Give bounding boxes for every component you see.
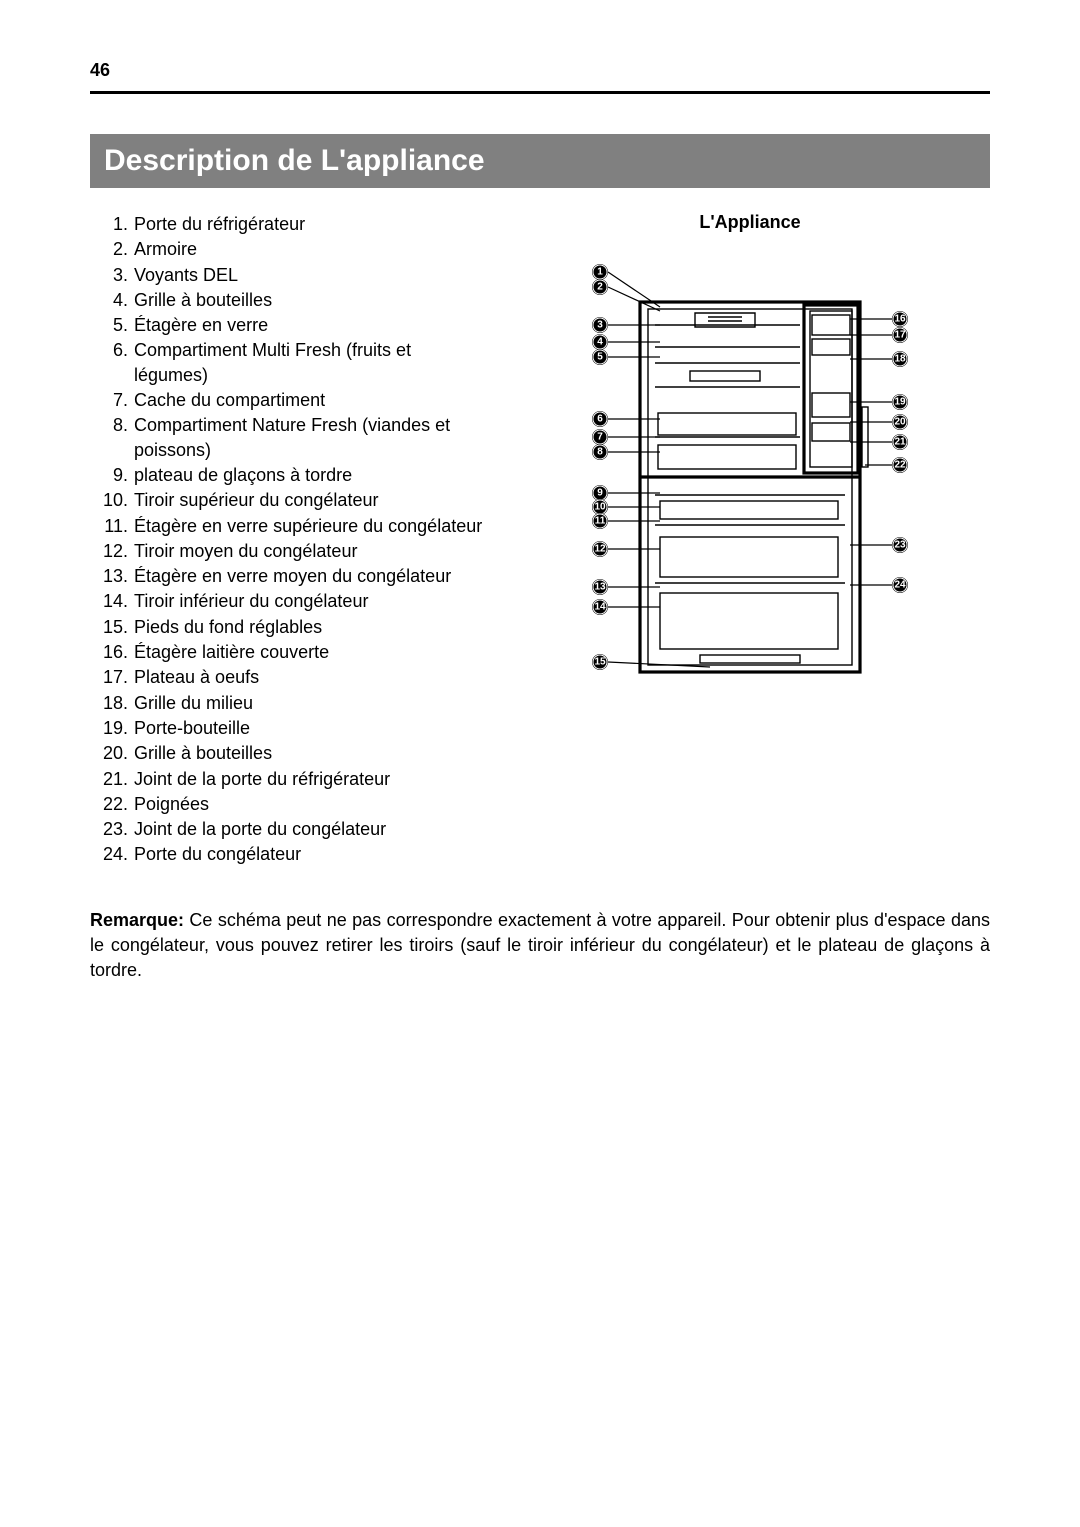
parts-list-item: Tiroir supérieur du congélateur — [98, 488, 490, 512]
svg-text:8: 8 — [597, 447, 603, 458]
svg-text:6: 6 — [597, 414, 603, 425]
parts-list-item: Armoire — [98, 237, 490, 261]
svg-text:10: 10 — [594, 502, 606, 513]
svg-text:22: 22 — [894, 460, 906, 471]
parts-list-item: plateau de glaçons à tordre — [98, 463, 490, 487]
note-text: Ce schéma peut ne pas correspondre exact… — [90, 910, 990, 980]
parts-list-item: Étagère en verre — [98, 313, 490, 337]
parts-list-item: Compartiment Multi Fresh (fruits et légu… — [98, 338, 490, 387]
svg-text:23: 23 — [894, 540, 906, 551]
parts-list-item: Grille du milieu — [98, 691, 490, 715]
parts-list-item: Porte du congélateur — [98, 842, 490, 866]
parts-list-item: Pieds du fond réglables — [98, 615, 490, 639]
svg-text:1: 1 — [597, 267, 603, 278]
parts-list-item: Cache du compartiment — [98, 388, 490, 412]
note-paragraph: Remarque: Ce schéma peut ne pas correspo… — [90, 908, 990, 984]
parts-list-item: Tiroir inférieur du congélateur — [98, 589, 490, 613]
svg-text:2: 2 — [597, 282, 603, 293]
svg-text:18: 18 — [894, 354, 906, 365]
section-title: Description de L'appliance — [90, 134, 990, 188]
svg-text:7: 7 — [597, 432, 603, 443]
svg-text:24: 24 — [894, 580, 906, 591]
svg-text:11: 11 — [595, 516, 606, 527]
svg-text:4: 4 — [597, 337, 603, 348]
svg-text:14: 14 — [594, 602, 606, 613]
svg-text:20: 20 — [894, 417, 906, 428]
svg-text:21: 21 — [894, 437, 906, 448]
parts-list-item: Joint de la porte du congélateur — [98, 817, 490, 841]
parts-list-item: Voyants DEL — [98, 263, 490, 287]
svg-text:12: 12 — [594, 544, 606, 555]
svg-text:19: 19 — [894, 397, 906, 408]
parts-list-item: Étagère en verre moyen du congélateur — [98, 564, 490, 588]
svg-text:3: 3 — [597, 320, 603, 331]
parts-list-item: Porte-bouteille — [98, 716, 490, 740]
svg-text:15: 15 — [594, 657, 606, 668]
parts-list-item: Tiroir moyen du congélateur — [98, 539, 490, 563]
parts-list: Porte du réfrigérateurArmoireVoyants DEL… — [98, 212, 490, 867]
parts-list-item: Compartiment Nature Fresh (viandes et po… — [98, 413, 490, 462]
header-rule — [90, 91, 990, 94]
parts-list-item: Étagère en verre supérieure du congélate… — [98, 514, 490, 538]
note-label: Remarque: — [90, 910, 184, 930]
parts-list-item: Joint de la porte du réfrigérateur — [98, 767, 490, 791]
parts-list-item: Poignées — [98, 792, 490, 816]
parts-list-item: Étagère laitière couverte — [98, 640, 490, 664]
svg-text:16: 16 — [894, 314, 906, 325]
svg-text:17: 17 — [894, 330, 906, 341]
parts-list-item: Plateau à oeufs — [98, 665, 490, 689]
parts-list-item: Grille à bouteilles — [98, 741, 490, 765]
diagram-title: L'Appliance — [510, 212, 990, 233]
parts-list-item: Grille à bouteilles — [98, 288, 490, 312]
svg-text:5: 5 — [597, 352, 603, 363]
appliance-diagram: 123456789101112131415161718192021222324 — [560, 247, 940, 687]
page-number: 46 — [90, 60, 990, 81]
parts-list-item: Porte du réfrigérateur — [98, 212, 490, 236]
svg-text:13: 13 — [594, 582, 606, 593]
svg-text:9: 9 — [597, 488, 603, 499]
